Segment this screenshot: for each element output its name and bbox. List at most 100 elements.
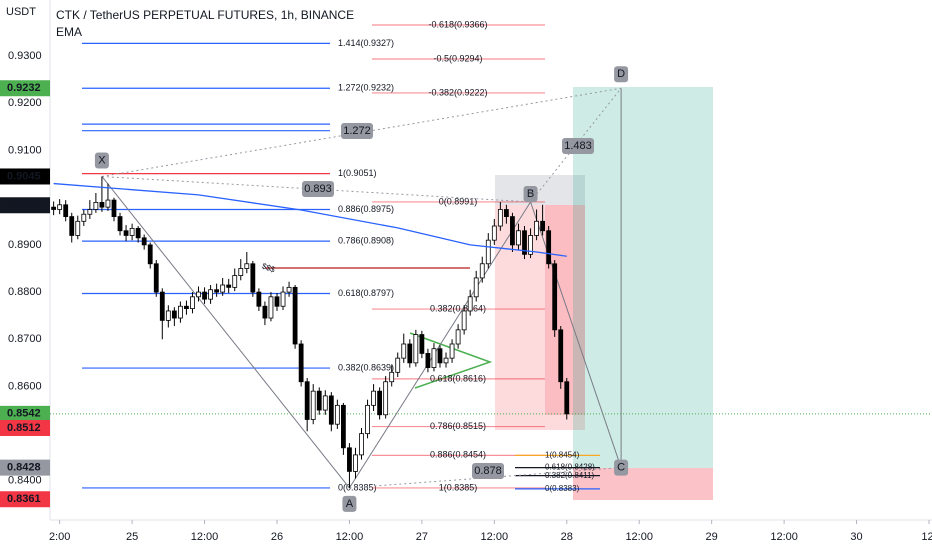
candle-body [383,381,389,416]
price-badge-label: 0.8512 [7,422,41,434]
x-tick-label: 2:00 [49,531,70,543]
fib-label: 0.786(0.8515) [430,421,486,431]
pattern-point [342,495,357,512]
x-tick-label: 12:00 [191,531,219,543]
candle-body [552,263,558,331]
price-badge [0,197,50,214]
candle-body [516,230,521,246]
candle-body [371,390,376,406]
candle-body [522,230,527,255]
candle-body [63,204,69,217]
pattern-point-label: A [346,498,354,510]
candle-body [69,216,75,236]
candle-body [322,395,328,411]
ratio-label: 0.893 [304,183,332,195]
price-badge-label: 0.8361 [7,493,41,505]
note: $$$ [261,261,277,274]
candle-body [165,310,171,321]
fib-label: 0.786(0.8908) [338,236,394,246]
fib-label: -0.382(0.9222) [428,87,487,97]
candle-body [510,216,515,246]
y-tick-label: 0.9100 [8,144,42,156]
candle-body [485,239,491,265]
candle-body [431,348,437,368]
candle-body [340,404,346,449]
y-tick-label: 0.8700 [8,333,42,345]
x-tick-label: 28 [561,531,573,543]
indicator: EMA [56,25,82,39]
pattern-point [614,459,629,476]
ratio-box [302,181,334,197]
candle-body [202,291,207,300]
y-tick-label: 0.9300 [8,50,42,62]
candle-body [105,199,111,208]
fib-label: 0.886(0.8454) [430,450,486,460]
ema-line [53,182,567,257]
candle-body [564,381,570,415]
pattern-point-label: D [617,68,625,80]
candle-body [220,284,226,293]
candle-body [534,220,539,236]
candle-body [159,291,165,321]
candle-body [503,209,509,217]
candle-body [286,286,292,293]
currency: USDT [6,6,36,18]
candle-body [256,291,262,307]
y-tick-label: 0.8400 [8,475,42,487]
candle-body [528,235,533,255]
price-badge-label: 0.8542 [7,408,41,420]
chart-title: CTK / TetherUS PERPETUAL FUTURES, 1h, BI… [56,8,354,22]
fib-label: 1.272(0.9232) [338,83,394,93]
candle-body [280,291,286,307]
price-badge-label: 0.9045 [7,170,41,182]
fib-label: -0.618(0.9366) [428,19,487,29]
price-badge-label: 0.8984 [7,199,42,211]
ratio-box [341,123,373,139]
candle-body [461,310,467,331]
candle-body [347,447,352,472]
y-tick-label: 0.8600 [8,380,42,392]
candle-body [75,220,81,236]
y-tick-label: 0.8800 [8,286,42,298]
candle-body [491,225,497,241]
fib-label: 1(0.8385) [439,482,478,492]
candle-body [437,348,443,364]
x-tick-label: 12:00 [770,531,798,543]
fib-label: 0.382(0.8764) [430,303,486,313]
candle-body [479,263,485,279]
candle-body [401,343,407,359]
candle-body [51,206,57,210]
candle-body [473,277,479,298]
x-tick-label: 12:00 [625,531,653,543]
fib-label: 0.618(0.8428) [545,463,595,472]
candle-body [171,310,177,319]
pattern-ratio-line [101,175,531,203]
stop-zone-inner [545,205,585,415]
candle-body [177,305,183,319]
candle-body [238,268,244,276]
candle-body [226,284,232,288]
fib-label: 0.382(0.8411) [545,471,595,480]
pattern-leg [101,176,350,489]
candle-body [334,404,340,425]
candle-body [304,381,310,420]
price-badge-label: 0.8428 [7,462,41,474]
ratio-box [562,138,594,154]
candle-body [244,263,250,269]
pattern-ratio-line [530,87,622,203]
candle-body [196,291,201,298]
candle-body [359,433,364,456]
candle-body [365,404,370,435]
candle-body [467,296,473,312]
fib-label: 0.618(0.8797) [338,288,394,298]
pattern-leg [349,201,531,489]
x-tick-label: 12: [921,531,932,543]
candle-body [395,357,401,373]
candle-body [389,371,395,383]
candle-body [558,329,564,383]
candle-body [214,289,220,293]
candle-body [274,296,280,307]
pattern-point [94,152,109,169]
candle-body [190,296,195,310]
candle-body [153,263,159,293]
